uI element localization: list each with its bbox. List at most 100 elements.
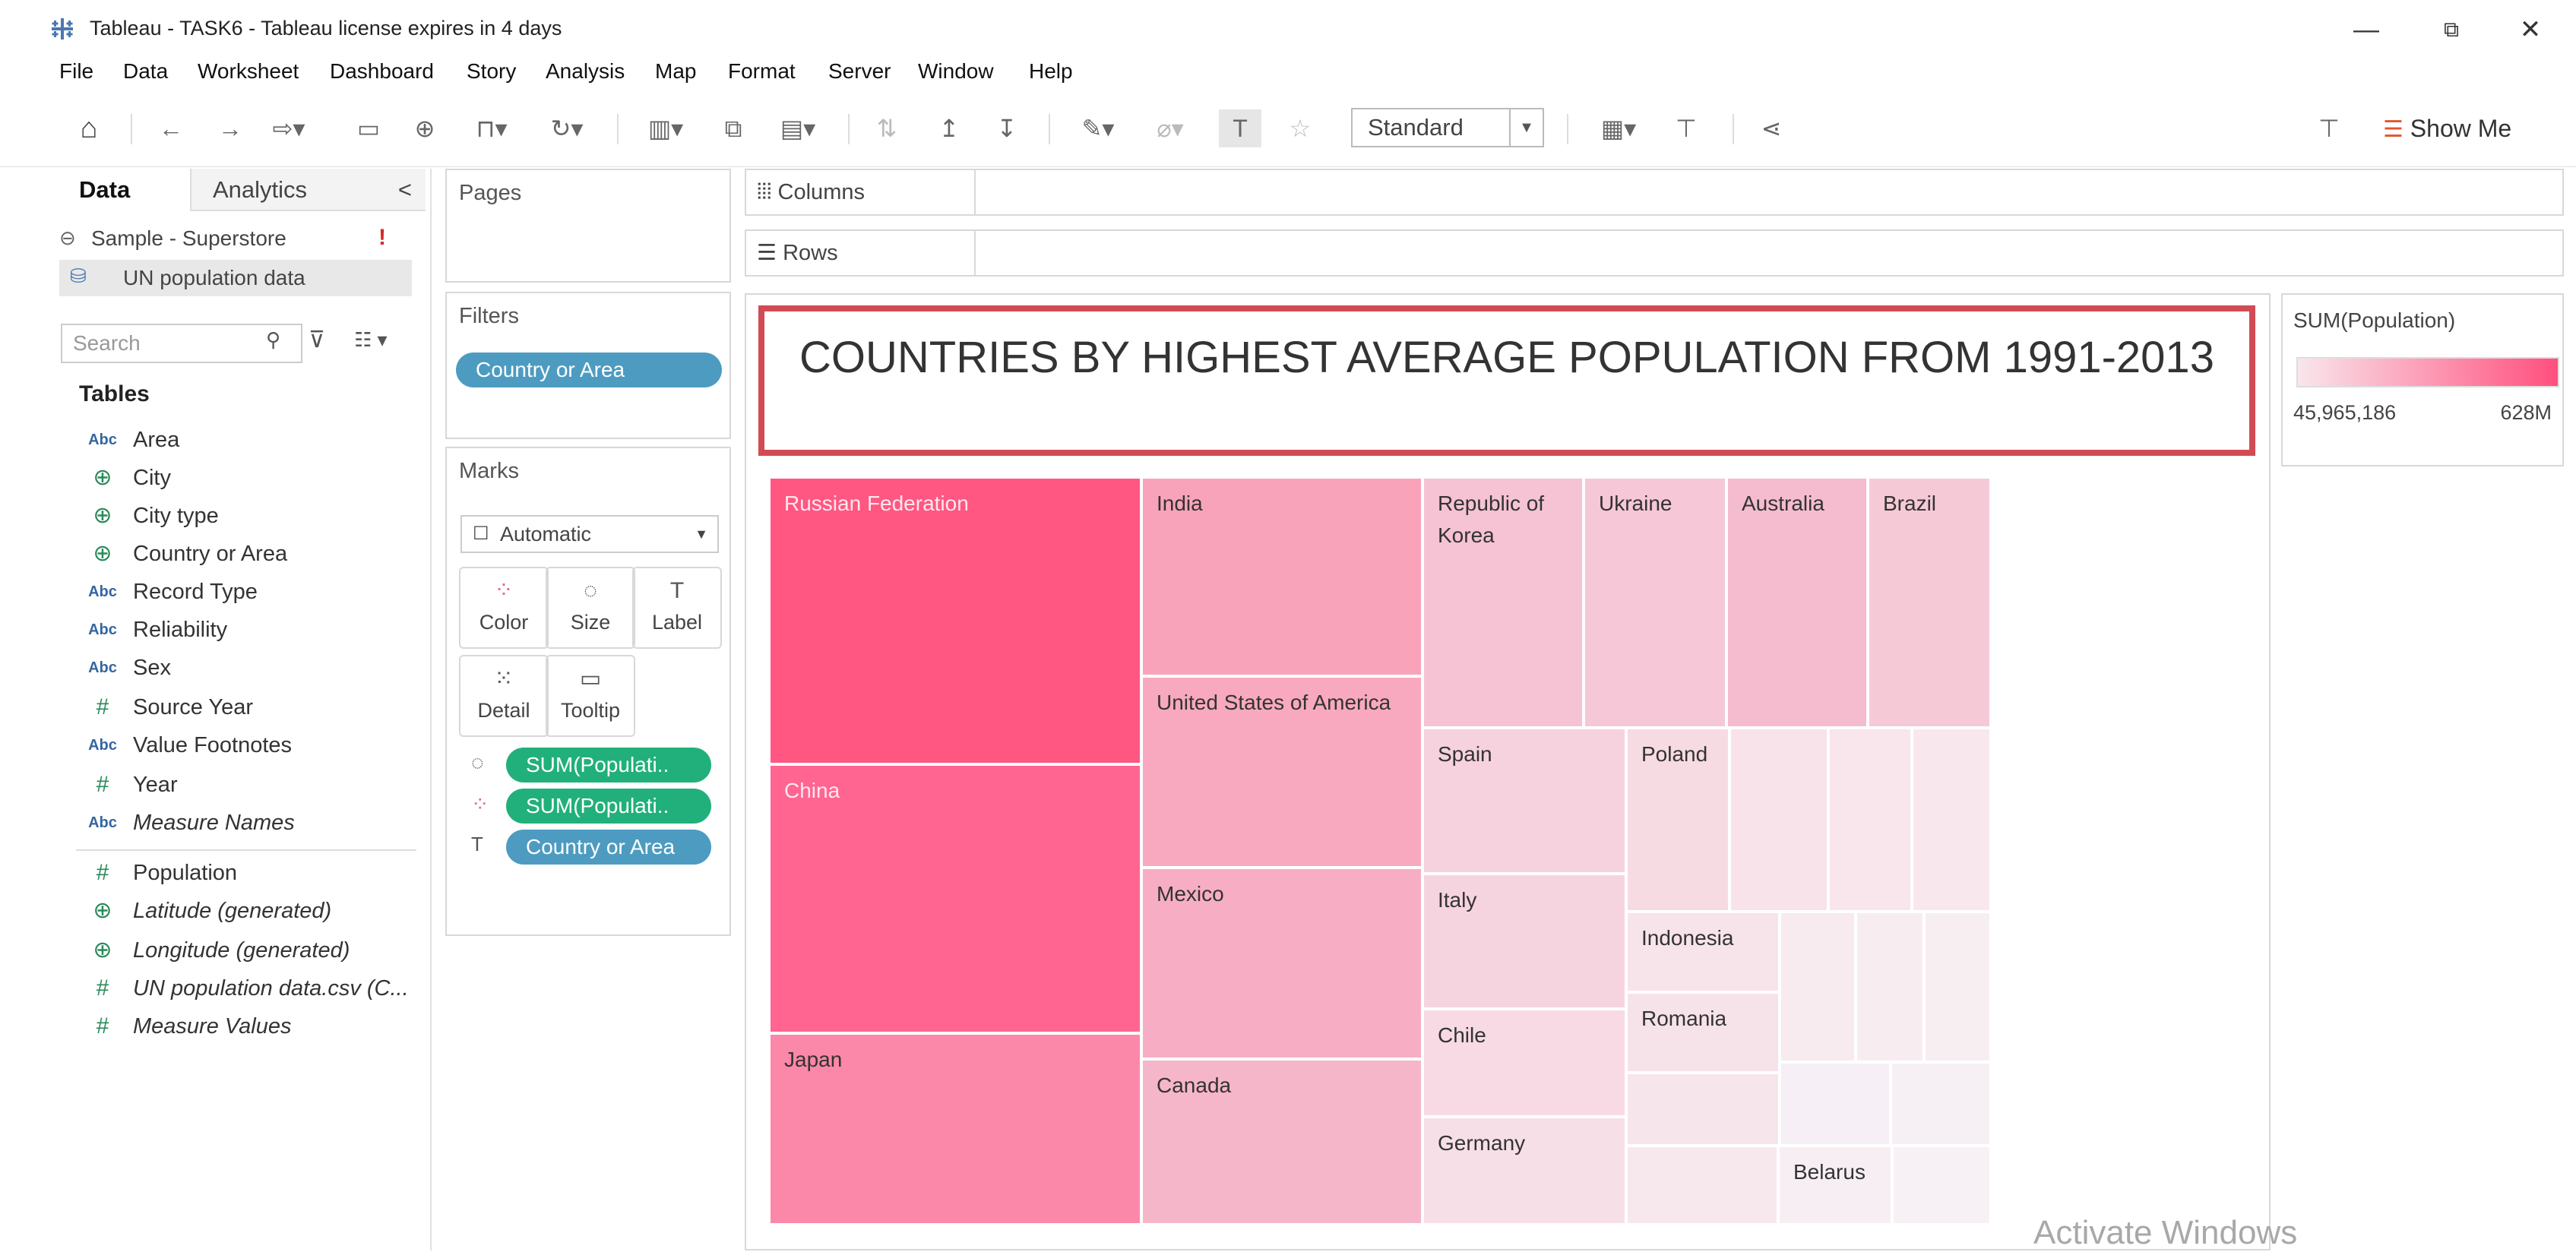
- treemap-tile[interactable]: India: [1141, 477, 1422, 676]
- show-me-button[interactable]: ☰ Show Me: [2383, 109, 2511, 147]
- menu-file[interactable]: File: [59, 59, 94, 83]
- search-input[interactable]: Search: [61, 324, 302, 363]
- color-button[interactable]: ⁘ Color: [459, 567, 549, 649]
- treemap-tile-unlabeled[interactable]: [1856, 912, 1924, 1062]
- treemap-tile[interactable]: Germany: [1422, 1117, 1626, 1225]
- view-options-icon[interactable]: ☷ ▾: [354, 328, 388, 351]
- treemap-tile-unlabeled[interactable]: [1780, 912, 1856, 1062]
- treemap-tile[interactable]: Romania: [1626, 992, 1780, 1073]
- pin-icon[interactable]: ☆: [1289, 115, 1312, 142]
- menu-story[interactable]: Story: [467, 59, 517, 83]
- menu-analysis[interactable]: Analysis: [546, 59, 625, 83]
- label-button[interactable]: T Label: [632, 567, 722, 649]
- mark-pill-color[interactable]: SUM(Populati..: [506, 789, 711, 824]
- undo-icon[interactable]: ←: [159, 115, 183, 142]
- tab-analytics[interactable]: Analytics <: [190, 169, 426, 211]
- filter-icon[interactable]: ⊽: [309, 327, 325, 353]
- treemap-tile[interactable]: Russian Federation: [769, 477, 1141, 764]
- treemap-chart[interactable]: Russian Federation China Japan India Uni…: [769, 477, 1991, 1225]
- sort-descending-icon[interactable]: ↧: [996, 115, 1017, 142]
- new-datasource-icon[interactable]: ⊕: [414, 115, 435, 142]
- field-city[interactable]: ⊕ City: [0, 460, 426, 495]
- menu-help[interactable]: Help: [1029, 59, 1073, 83]
- treemap-tile[interactable]: Poland: [1626, 728, 1729, 912]
- mark-type-dropdown[interactable]: ☐ Automatic ▼: [460, 515, 719, 553]
- duplicate-icon[interactable]: ⧉: [724, 115, 742, 142]
- treemap-tile-unlabeled[interactable]: [1891, 1062, 1991, 1146]
- field-source-year[interactable]: # Source Year: [0, 690, 426, 725]
- field-area[interactable]: Abc Area: [0, 422, 426, 457]
- treemap-tile[interactable]: Belarus: [1778, 1146, 1892, 1225]
- presentation-icon[interactable]: ⊤: [1676, 115, 1697, 142]
- treemap-tile-unlabeled[interactable]: [1729, 728, 1828, 912]
- detail-button[interactable]: ⁙ Detail: [459, 655, 549, 737]
- field-measure-names[interactable]: Abc Measure Names: [0, 805, 426, 840]
- treemap-tile[interactable]: Italy: [1422, 874, 1626, 1009]
- treemap-tile[interactable]: Japan: [769, 1033, 1141, 1225]
- tooltip-button[interactable]: ▭ Tooltip: [546, 655, 635, 737]
- menu-format[interactable]: Format: [728, 59, 796, 83]
- tooltip-icon[interactable]: ⊤: [2318, 115, 2340, 142]
- treemap-tile-unlabeled[interactable]: [1626, 1146, 1778, 1225]
- treemap-tile[interactable]: United States of America: [1141, 676, 1422, 868]
- collapse-icon[interactable]: <: [397, 176, 412, 203]
- save-icon[interactable]: ▭: [356, 115, 381, 142]
- treemap-tile-unlabeled[interactable]: [1892, 1146, 1991, 1225]
- field-population[interactable]: # Population: [0, 855, 426, 890]
- pause-update-icon[interactable]: ⊓▾: [476, 115, 508, 142]
- treemap-tile-unlabeled[interactable]: [1828, 728, 1912, 912]
- field-year[interactable]: # Year: [0, 767, 426, 802]
- treemap-tile[interactable]: Spain: [1422, 728, 1626, 874]
- treemap-tile-unlabeled[interactable]: [1912, 728, 1991, 912]
- treemap-tile[interactable]: Brazil: [1868, 477, 1991, 728]
- treemap-tile[interactable]: Indonesia: [1626, 912, 1780, 992]
- color-legend[interactable]: SUM(Population) 45,965,186 628M: [2281, 293, 2564, 466]
- menu-dashboard[interactable]: Dashboard: [330, 59, 434, 83]
- treemap-tile-unlabeled[interactable]: [1924, 912, 1991, 1062]
- menu-server[interactable]: Server: [828, 59, 891, 83]
- treemap-tile[interactable]: Canada: [1141, 1059, 1422, 1225]
- field-measure-values[interactable]: # Measure Values: [0, 1009, 426, 1044]
- treemap-tile[interactable]: Chile: [1422, 1009, 1626, 1117]
- swap-icon[interactable]: ⇅: [876, 115, 897, 142]
- redo-icon[interactable]: →: [218, 115, 242, 142]
- mark-pill-label[interactable]: Country or Area: [506, 830, 711, 865]
- field-country-or-area[interactable]: ⊕ Country or Area: [0, 536, 426, 571]
- pages-card[interactable]: Pages: [445, 169, 731, 283]
- treemap-tile[interactable]: Ukraine: [1584, 477, 1726, 728]
- size-button[interactable]: ◌ Size: [546, 567, 635, 649]
- group-icon[interactable]: ⌀▾: [1157, 115, 1184, 142]
- restore-button[interactable]: ⧉: [2444, 17, 2459, 41]
- field-sex[interactable]: Abc Sex: [0, 650, 426, 685]
- share-icon[interactable]: ⋖: [1761, 115, 1782, 142]
- new-worksheet-icon[interactable]: ▥▾: [647, 115, 684, 142]
- field-reliability[interactable]: Abc Reliability: [0, 612, 426, 647]
- field-latitude[interactable]: ⊕ Latitude (generated): [0, 893, 426, 928]
- treemap-tile[interactable]: China: [769, 764, 1141, 1033]
- treemap-tile[interactable]: Mexico: [1141, 868, 1422, 1059]
- menu-worksheet[interactable]: Worksheet: [198, 59, 299, 83]
- show-cards-icon[interactable]: ▦▾: [1600, 115, 1637, 142]
- mark-pill-size[interactable]: SUM(Populati..: [506, 748, 711, 782]
- filters-card[interactable]: Filters Country or Area: [445, 292, 731, 439]
- datasource-item-active[interactable]: ⛁ UN population data: [59, 260, 412, 296]
- menu-data[interactable]: Data: [123, 59, 169, 83]
- show-labels-icon[interactable]: T: [1219, 109, 1261, 147]
- clear-icon[interactable]: ▤▾: [780, 115, 816, 142]
- field-record-type[interactable]: Abc Record Type: [0, 574, 426, 609]
- tab-data[interactable]: Data: [0, 169, 190, 211]
- field-longitude[interactable]: ⊕ Longitude (generated): [0, 933, 426, 968]
- refresh-icon[interactable]: ↻▾: [550, 115, 584, 142]
- worksheet-title[interactable]: COUNTRIES BY HIGHEST AVERAGE POPULATION …: [758, 305, 2255, 456]
- treemap-tile[interactable]: Australia: [1726, 477, 1868, 728]
- menu-map[interactable]: Map: [655, 59, 697, 83]
- filter-pill-country[interactable]: Country or Area: [456, 353, 722, 387]
- fit-dropdown[interactable]: Standard ▼: [1351, 108, 1544, 147]
- datasource-item[interactable]: ⊖ Sample - Superstore !: [59, 223, 416, 257]
- treemap-tile-unlabeled[interactable]: [1626, 1073, 1780, 1146]
- replay-icon[interactable]: ⇨▾: [272, 115, 305, 142]
- home-icon[interactable]: ⌂: [80, 112, 98, 144]
- field-city-type[interactable]: ⊕ City type: [0, 498, 426, 533]
- menu-window[interactable]: Window: [918, 59, 994, 83]
- columns-shelf[interactable]: ⦙⦙⦙ Columns: [745, 169, 2564, 216]
